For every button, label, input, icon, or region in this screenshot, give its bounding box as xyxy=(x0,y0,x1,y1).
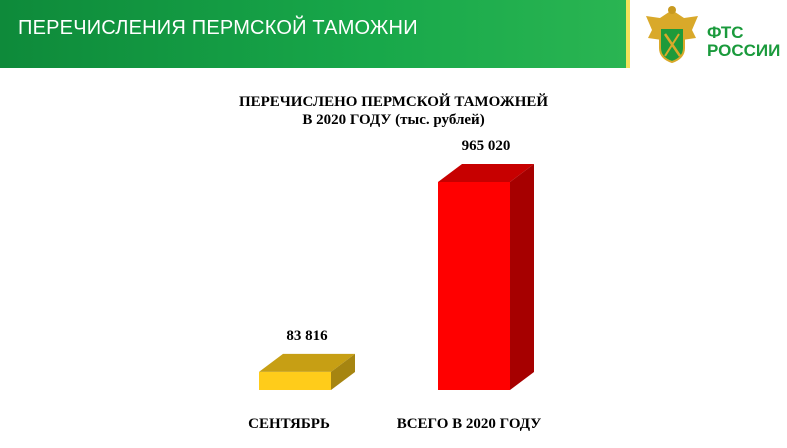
chart-title-line1: ПЕРЕЧИСЛЕНО ПЕРМСКОЙ ТАМОЖНЕЙ xyxy=(238,94,549,110)
logo-line2: РОССИИ xyxy=(707,41,781,60)
category-label-1: ВСЕГО В 2020 ГОДУ xyxy=(397,416,542,432)
emblem-icon xyxy=(646,6,698,64)
logo-text: ФТС РОССИИ xyxy=(707,24,780,60)
data-label-0: 83 816 xyxy=(286,328,328,344)
page-title: ПЕРЕЧИСЛЕНИЯ ПЕРМСКОЙ ТАМОЖНИ xyxy=(18,17,418,39)
data-label-1: 965 020 xyxy=(462,138,511,154)
header-bar: ПЕРЕЧИСЛЕНИЯ ПЕРМСКОЙ ТАМОЖНИ xyxy=(0,0,626,68)
bar-side-1 xyxy=(510,164,534,390)
header-stripe xyxy=(626,0,630,68)
logo-line1: ФТС xyxy=(707,23,744,42)
bar-top-0 xyxy=(259,353,355,372)
bar-top-1 xyxy=(438,164,534,182)
chart-title-line2: В 2020 ГОДУ (тыс. рублей) xyxy=(302,112,485,128)
bar-0 xyxy=(259,371,331,390)
category-label-0: СЕНТЯБРЬ xyxy=(248,416,330,432)
chart-title: ПЕРЕЧИСЛЕНО ПЕРМСКОЙ ТАМОЖНЕЙ В 2020 ГОД… xyxy=(0,93,787,129)
bar-1 xyxy=(438,182,510,390)
bar-side-0 xyxy=(331,353,355,390)
